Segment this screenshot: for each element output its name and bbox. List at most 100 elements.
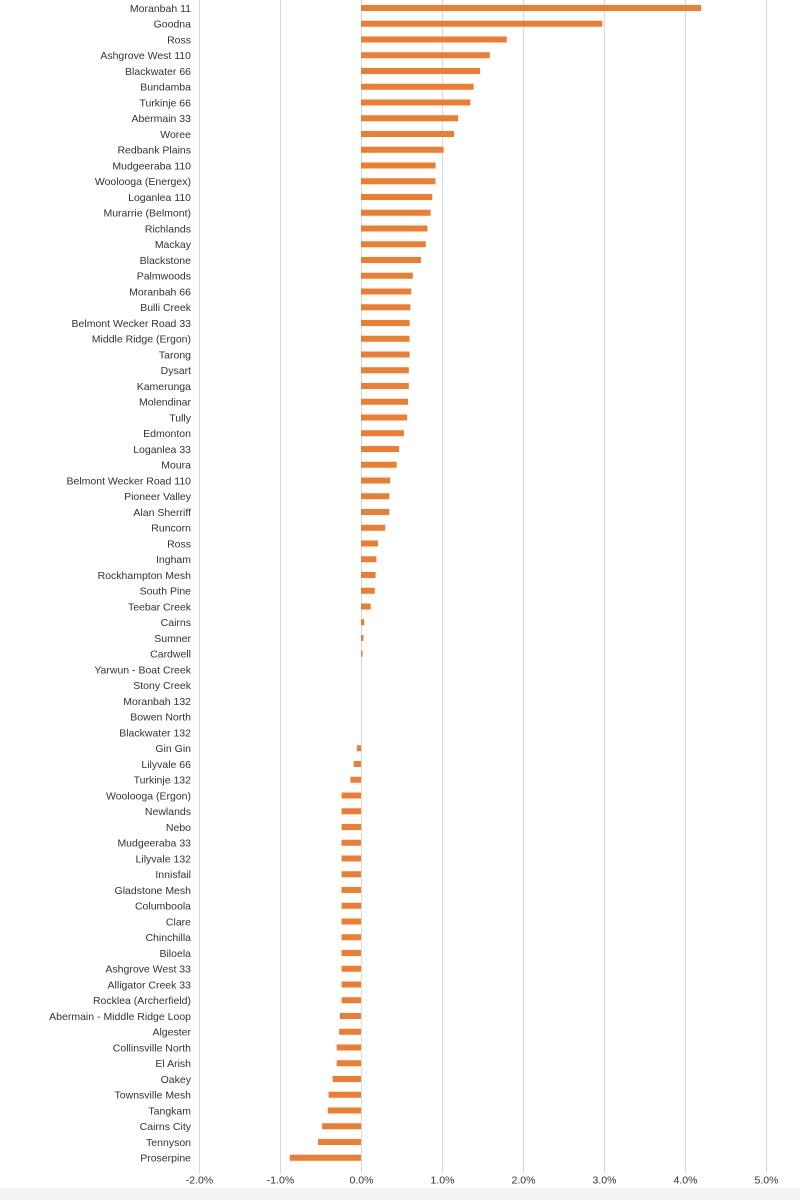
category-label: Tully: [169, 412, 192, 424]
bar: [341, 902, 361, 909]
category-label: Palmwoods: [137, 271, 191, 283]
bar: [361, 461, 397, 468]
category-label: Abermain 33: [131, 113, 191, 125]
bar: [341, 997, 361, 1004]
category-label: Gin Gin: [155, 743, 191, 755]
category-label: El Arish: [155, 1058, 191, 1070]
bar: [361, 572, 376, 578]
bar: [341, 808, 361, 815]
category-label: Algester: [152, 1027, 191, 1039]
category-label: Belmont Wecker Road 33: [72, 318, 192, 330]
bar: [361, 83, 474, 90]
category-label: Turkinje 66: [139, 97, 191, 109]
bar: [341, 824, 361, 830]
bar: [336, 1044, 361, 1051]
category-label: Proserpine: [140, 1153, 191, 1165]
bar: [332, 1076, 361, 1082]
bar: [339, 1013, 361, 1019]
bar: [341, 934, 361, 941]
category-label: Gladstone Mesh: [115, 885, 192, 897]
bar: [341, 871, 361, 878]
bar: [350, 776, 361, 783]
category-label: Cairns City: [140, 1121, 192, 1133]
bar: [361, 272, 413, 279]
bar: [361, 509, 390, 515]
category-label: Tarong: [159, 349, 191, 361]
category-label: Alan Sherriff: [133, 507, 191, 519]
bar: [289, 1154, 361, 1161]
category-label: Middle Ridge (Ergon): [92, 334, 191, 346]
category-label: Sumner: [154, 633, 191, 645]
bar: [361, 398, 408, 405]
bar: [341, 839, 361, 846]
x-tick-label: 1.0%: [431, 1175, 455, 1187]
bar: [341, 855, 361, 862]
bar: [361, 477, 391, 484]
category-label: Lilyvale 132: [136, 853, 192, 865]
category-label: Stony Creek: [133, 680, 192, 692]
bar: [361, 351, 410, 358]
category-label: Abermain - Middle Ridge Loop: [49, 1011, 191, 1023]
category-label: Moranbah 132: [123, 696, 191, 708]
bars: [289, 5, 702, 1161]
bar: [327, 1107, 361, 1114]
bar: [361, 162, 436, 169]
bar: [361, 257, 421, 263]
bar: [361, 493, 390, 500]
category-label: Cairns: [161, 617, 191, 629]
category-label: Townsville Mesh: [115, 1090, 192, 1102]
category-label: Mudgeeraba 110: [112, 160, 191, 172]
bar: [361, 5, 702, 11]
bar: [361, 68, 481, 74]
category-label: Turkinje 132: [134, 775, 192, 787]
bar: [361, 52, 490, 59]
bar: [341, 950, 361, 956]
category-label: Mackay: [155, 239, 192, 251]
bar: [361, 603, 371, 610]
bar: [361, 288, 412, 295]
category-label: South Pine: [140, 586, 192, 598]
category-label: Murarrie (Belmont): [103, 208, 191, 220]
category-label: Moura: [161, 460, 191, 472]
category-label: Dysart: [161, 365, 191, 377]
x-tick-label: 4.0%: [674, 1175, 698, 1187]
bar: [341, 918, 361, 925]
bar: [356, 745, 361, 752]
category-label: Ashgrove West 110: [100, 50, 191, 62]
category-label: Rockhampton Mesh: [98, 570, 192, 582]
bar: [361, 619, 365, 626]
bar: [361, 36, 507, 43]
bar: [341, 792, 361, 799]
category-label: Lilyvale 66: [141, 759, 191, 771]
bar: [341, 887, 361, 893]
bar: [361, 430, 404, 437]
category-label: Clare: [166, 916, 191, 928]
category-label: Moranbah 11: [130, 3, 191, 15]
category-label: Edmonton: [143, 428, 191, 440]
bar: [322, 1123, 361, 1130]
category-label: Chinchilla: [145, 932, 191, 944]
category-label: Bulli Creek: [140, 302, 192, 314]
bar: [361, 540, 379, 547]
bar: [361, 650, 363, 657]
bar: [361, 178, 436, 185]
x-tick-label: 2.0%: [512, 1175, 536, 1187]
bar: [361, 146, 444, 153]
x-tick-label: -1.0%: [267, 1175, 294, 1187]
bar: [361, 414, 408, 421]
bar: [341, 965, 361, 972]
bar: [361, 556, 377, 563]
bar: [361, 131, 455, 137]
category-label: Woree: [160, 129, 191, 141]
bar: [361, 194, 433, 200]
category-label: Oakey: [161, 1074, 192, 1086]
category-label: Bundamba: [140, 82, 191, 94]
bar: [341, 981, 361, 988]
bar: [361, 383, 409, 389]
x-tick-label: -2.0%: [186, 1175, 213, 1187]
category-label: Ross: [167, 538, 191, 550]
bar: [361, 367, 409, 374]
bar: [361, 209, 431, 216]
bar: [353, 761, 361, 767]
category-label: Newlands: [145, 806, 191, 818]
